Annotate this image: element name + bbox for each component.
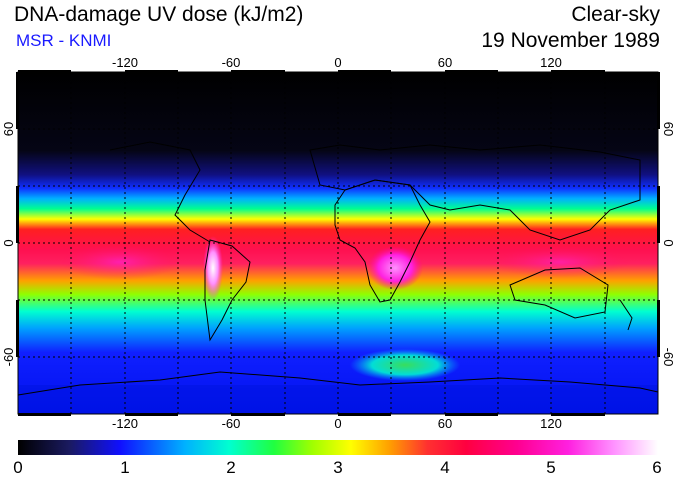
- lat-tick-right-3: -60: [661, 348, 676, 367]
- lat-tick-left-2: 0: [1, 239, 16, 246]
- colorbar-label-1: 1: [120, 458, 130, 477]
- colorbar-label-2: 2: [226, 458, 236, 477]
- lat-tick-right-2: 0: [661, 239, 676, 246]
- colorbar-label-3: 3: [333, 458, 343, 477]
- sky-condition-label: Clear-sky: [571, 3, 660, 26]
- lon-tick-bottom-2: -60: [222, 416, 241, 431]
- frame-ticks: [16, 70, 660, 416]
- data-source-label: MSR - KNMI: [16, 31, 112, 50]
- colorbar-label-4: 4: [440, 458, 450, 477]
- andes-high-dose-region: [203, 236, 223, 300]
- africa-high-dose-region: [367, 246, 423, 290]
- lon-tick-bottom-4: 60: [438, 416, 452, 431]
- lon-tick-top-4: 60: [438, 55, 452, 70]
- eurasia-coast: [309, 144, 641, 241]
- lon-tick-top-5: 120: [540, 55, 562, 70]
- north-america-coast: [109, 141, 211, 243]
- lat-tick-left-1: 60: [1, 122, 16, 136]
- lon-tick-bottom-5: 120: [540, 416, 562, 431]
- lon-tick-top-2: -60: [222, 55, 241, 70]
- lat-tick-right-1: 60: [661, 122, 676, 136]
- lon-tick-bottom-1: -120: [112, 416, 138, 431]
- colorbar-label-5: 5: [546, 458, 556, 477]
- graticule: [18, 72, 658, 414]
- date-label: 19 November 1989: [481, 29, 660, 52]
- colorbar-label-6: 6: [652, 458, 662, 477]
- coastlines: [18, 141, 658, 396]
- new-zealand-coast: [619, 299, 633, 331]
- antarctica-coast: [18, 371, 658, 396]
- lon-tick-bottom-3: 0: [334, 416, 341, 431]
- south-america-coast: [204, 239, 251, 342]
- south-atlantic-patch: [350, 349, 460, 381]
- colorbar-label-0: 0: [13, 458, 23, 477]
- lat-tick-left-3: -60: [1, 348, 16, 367]
- colorbar: [18, 440, 658, 455]
- map-title: DNA-damage UV dose (kJ/m2): [14, 3, 304, 26]
- lon-tick-top-3: 0: [334, 55, 341, 70]
- lon-tick-top-1: -120: [112, 55, 138, 70]
